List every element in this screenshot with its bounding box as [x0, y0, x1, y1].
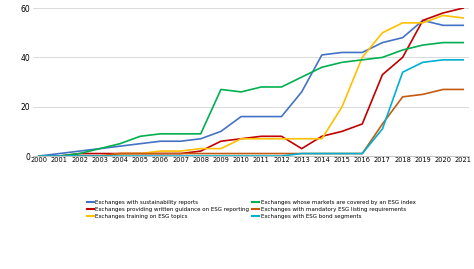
Legend: Exchanges with sustainability reports, Exchanges providing written guidance on E: Exchanges with sustainability reports, E…	[87, 200, 415, 219]
